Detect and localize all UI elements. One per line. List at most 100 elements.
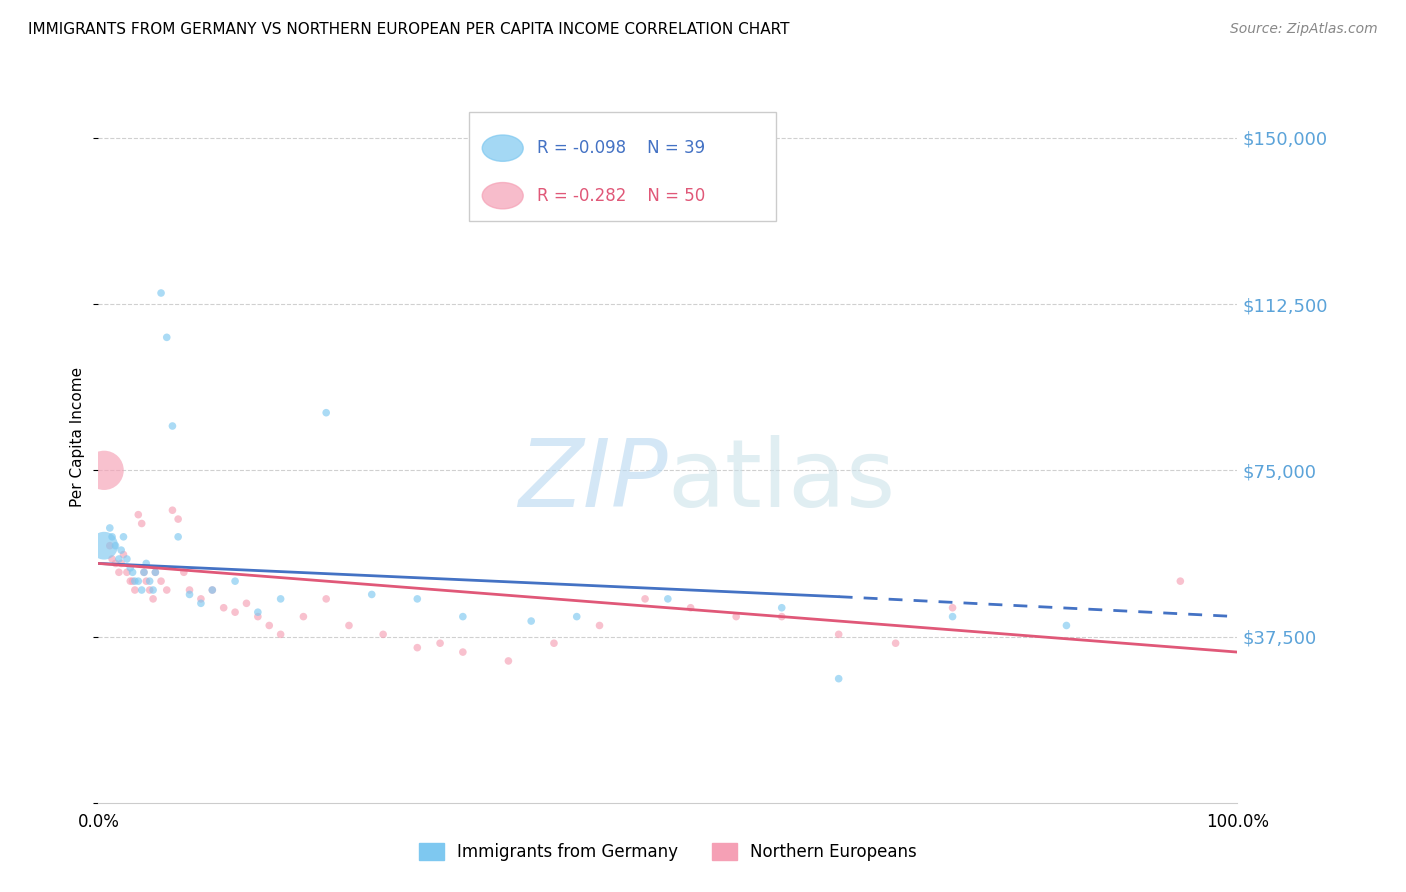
Point — [451, 609, 474, 624]
Point — [1054, 618, 1078, 632]
Point — [212, 600, 235, 615]
Point — [179, 587, 201, 601]
Point — [132, 566, 155, 580]
Point — [101, 552, 124, 566]
Point — [167, 530, 190, 544]
Point — [138, 574, 160, 589]
Point — [884, 636, 907, 650]
Point — [173, 566, 195, 580]
Point — [360, 587, 382, 601]
Point — [121, 574, 143, 589]
Point — [657, 591, 679, 606]
Point — [131, 582, 153, 597]
Point — [315, 591, 337, 606]
Text: IMMIGRANTS FROM GERMANY VS NORTHERN EUROPEAN PER CAPITA INCOME CORRELATION CHART: IMMIGRANTS FROM GERMANY VS NORTHERN EURO… — [28, 22, 790, 37]
Point — [162, 419, 184, 434]
Point — [98, 539, 121, 553]
Point — [337, 618, 360, 632]
Point — [104, 557, 127, 571]
Point — [942, 600, 965, 615]
Text: R = -0.282    N = 50: R = -0.282 N = 50 — [537, 186, 706, 204]
Point — [179, 582, 201, 597]
Point — [108, 552, 131, 566]
Point — [246, 609, 269, 624]
Point — [565, 609, 588, 624]
Point — [224, 574, 246, 589]
Point — [235, 596, 257, 610]
Point — [429, 636, 451, 650]
Point — [543, 636, 565, 650]
Point — [98, 521, 121, 535]
Point — [770, 600, 793, 615]
Point — [725, 609, 748, 624]
Point — [120, 574, 142, 589]
Point — [108, 566, 131, 580]
Point — [131, 516, 153, 531]
Point — [162, 503, 184, 517]
Point — [132, 566, 155, 580]
Point — [121, 566, 143, 580]
Text: Source: ZipAtlas.com: Source: ZipAtlas.com — [1230, 22, 1378, 37]
Point — [138, 582, 160, 597]
Point — [93, 463, 115, 477]
FancyBboxPatch shape — [468, 112, 776, 221]
Point — [315, 406, 337, 420]
Point — [828, 627, 851, 641]
Point — [201, 582, 224, 597]
Text: ZIP: ZIP — [519, 435, 668, 526]
Point — [110, 557, 132, 571]
Point — [127, 574, 149, 589]
Point — [270, 591, 292, 606]
Point — [770, 609, 793, 624]
Point — [520, 614, 543, 628]
Point — [224, 605, 246, 619]
Point — [1170, 574, 1192, 589]
Point — [588, 618, 610, 632]
Point — [112, 548, 135, 562]
Point — [124, 582, 146, 597]
Point — [679, 600, 702, 615]
Point — [110, 543, 132, 558]
Point — [190, 591, 212, 606]
Circle shape — [482, 135, 523, 161]
Point — [142, 582, 165, 597]
Point — [101, 530, 124, 544]
Point — [259, 618, 281, 632]
Circle shape — [482, 183, 523, 209]
Point — [142, 591, 165, 606]
Point — [190, 596, 212, 610]
Point — [115, 552, 138, 566]
Text: R = -0.098    N = 39: R = -0.098 N = 39 — [537, 139, 704, 157]
Point — [124, 574, 146, 589]
Point — [156, 330, 179, 344]
Point — [135, 557, 157, 571]
Point — [828, 672, 851, 686]
Text: atlas: atlas — [668, 435, 896, 527]
Point — [145, 566, 167, 580]
Point — [246, 605, 269, 619]
Point — [942, 609, 965, 624]
Point — [634, 591, 657, 606]
Point — [156, 582, 179, 597]
Point — [135, 574, 157, 589]
Point — [371, 627, 394, 641]
Y-axis label: Per Capita Income: Per Capita Income — [70, 367, 86, 508]
Point — [145, 566, 167, 580]
Point — [93, 539, 115, 553]
Point — [127, 508, 149, 522]
Point — [167, 512, 190, 526]
Legend: Immigrants from Germany, Northern Europeans: Immigrants from Germany, Northern Europe… — [412, 836, 924, 868]
Point — [498, 654, 520, 668]
Point — [270, 627, 292, 641]
Point — [201, 582, 224, 597]
Point — [451, 645, 474, 659]
Point — [292, 609, 315, 624]
Point — [104, 539, 127, 553]
Point — [150, 285, 173, 300]
Point — [120, 561, 142, 575]
Point — [406, 640, 429, 655]
Point — [406, 591, 429, 606]
Point — [115, 566, 138, 580]
Point — [112, 530, 135, 544]
Point — [150, 574, 173, 589]
